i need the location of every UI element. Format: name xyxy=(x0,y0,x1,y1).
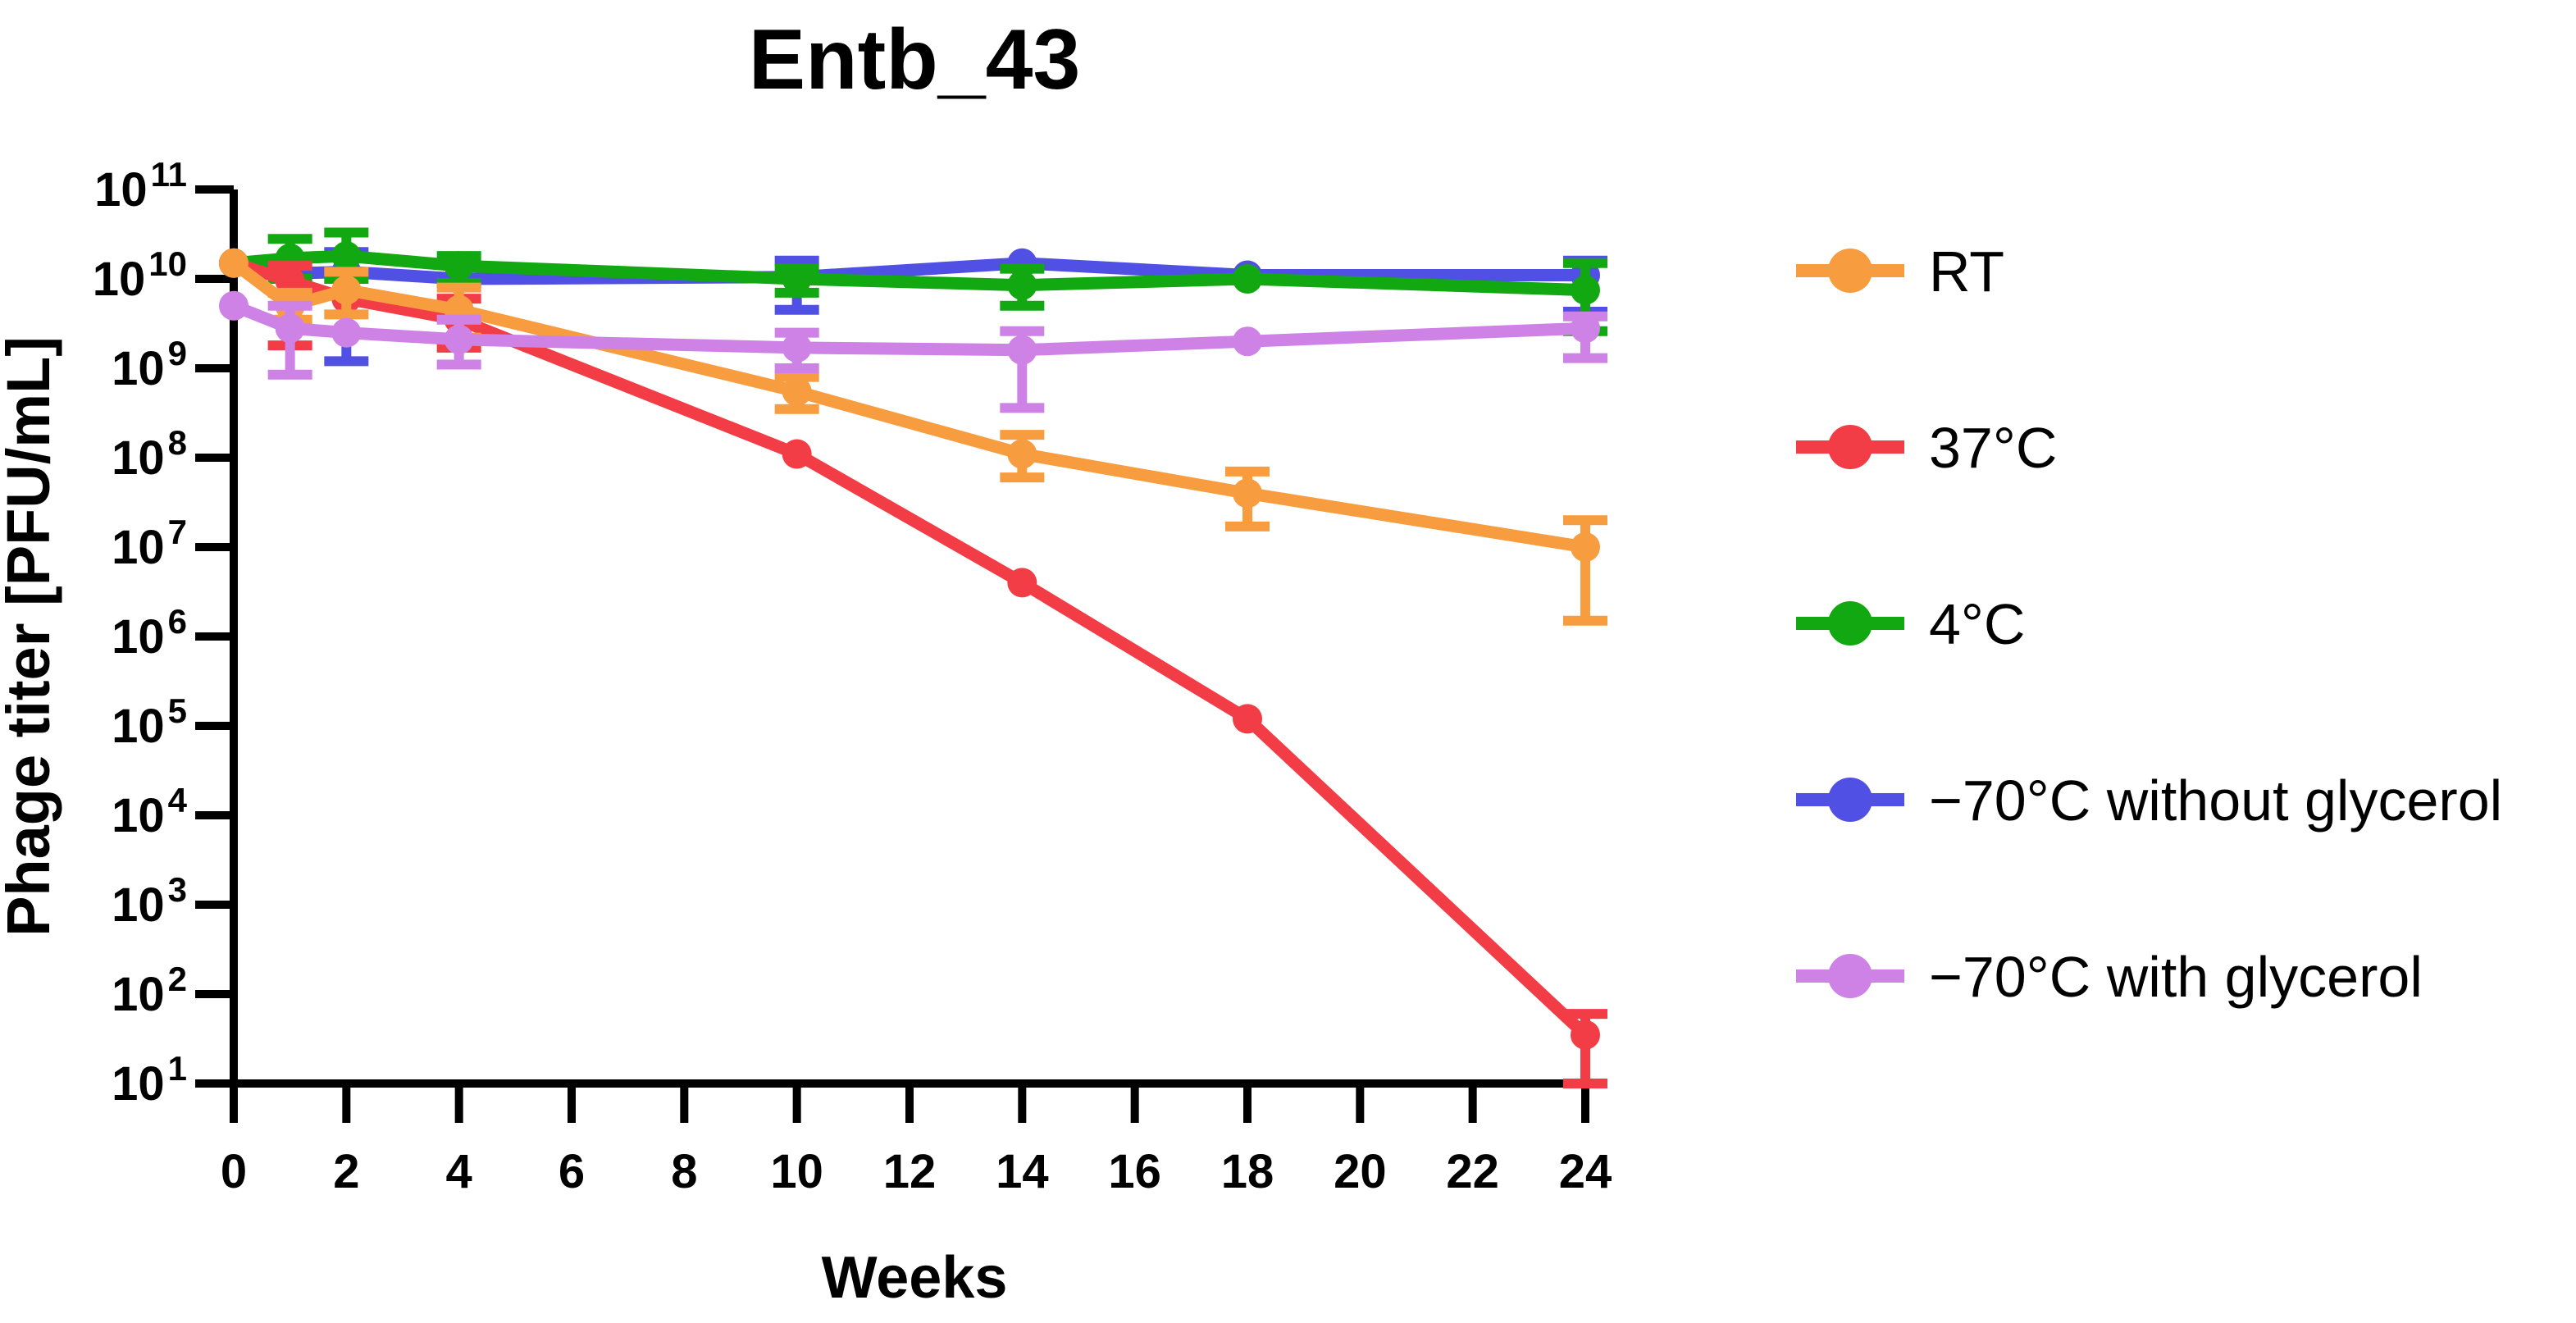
x-tick-label: 24 xyxy=(1559,1145,1612,1198)
data-point xyxy=(219,290,248,321)
legend-label: −70°C with glycerol xyxy=(1929,945,2423,1009)
legend-item: −70°C with glycerol xyxy=(1796,945,2423,1009)
legend-item: −70°C without glycerol xyxy=(1796,769,2502,833)
x-tick-label: 8 xyxy=(671,1145,697,1198)
legend-label: RT xyxy=(1929,240,2004,303)
legend-marker xyxy=(1828,425,1872,469)
y-axis-label: Phage titer [PFU/mL] xyxy=(0,336,62,937)
data-point xyxy=(1007,270,1037,300)
series-1 xyxy=(219,248,1607,626)
x-tick-label: 0 xyxy=(221,1145,247,1198)
x-tick-label: 6 xyxy=(559,1145,585,1198)
plot-area xyxy=(219,227,1607,1088)
legend-marker xyxy=(1828,778,1872,822)
x-tick-label: 12 xyxy=(883,1145,937,1198)
data-point xyxy=(1571,532,1600,562)
data-point xyxy=(782,376,812,407)
x-tick-label: 20 xyxy=(1334,1145,1387,1198)
data-point xyxy=(1571,275,1600,305)
data-point xyxy=(1233,326,1262,357)
data-point xyxy=(782,439,812,469)
data-point xyxy=(331,275,362,305)
data-point xyxy=(1571,313,1600,344)
legend-marker xyxy=(1828,601,1872,646)
legend-item: 4°C xyxy=(1796,592,2025,656)
legend: RT 37°C 4°C −70°C without glycerol −70°C wit… xyxy=(1796,240,2502,1009)
series-3 xyxy=(219,227,1607,336)
chart-title: Entb_43 xyxy=(749,12,1081,107)
y-tick-label: 107 xyxy=(112,513,187,574)
x-tick-label: 4 xyxy=(446,1145,472,1198)
legend-label: 4°C xyxy=(1929,592,2025,656)
data-point xyxy=(1233,264,1262,294)
series-5 xyxy=(219,290,1607,413)
y-tick-label: 102 xyxy=(112,960,187,1021)
data-point xyxy=(444,251,474,281)
legend-marker xyxy=(1828,954,1872,998)
legend-item: RT xyxy=(1796,240,2004,303)
series-line xyxy=(227,257,1592,1042)
legend-label: −70°C without glycerol xyxy=(1929,769,2502,833)
y-tick-label: 103 xyxy=(112,870,187,932)
legend-item: 37°C xyxy=(1796,416,2057,480)
y-tick-label: 1011 xyxy=(94,155,187,217)
y-tick-label: 106 xyxy=(112,602,187,664)
y-tick-label: 104 xyxy=(112,781,188,842)
series-line xyxy=(227,257,1592,554)
legend-marker xyxy=(1828,249,1872,293)
data-point xyxy=(1571,1020,1600,1050)
data-point xyxy=(1007,439,1037,469)
legend-label: 37°C xyxy=(1929,416,2057,480)
x-tick-label: 10 xyxy=(770,1145,823,1198)
data-point xyxy=(331,317,362,348)
data-point xyxy=(1233,478,1262,509)
data-point xyxy=(1007,568,1037,598)
x-tick-label: 22 xyxy=(1446,1145,1499,1198)
data-point xyxy=(444,324,474,354)
y-tick-label: 105 xyxy=(112,691,187,753)
series-2 xyxy=(219,248,1607,1088)
data-point xyxy=(1007,335,1037,365)
x-axis-label: Weeks xyxy=(822,1245,1008,1311)
y-tick-label: 108 xyxy=(112,423,187,485)
x-tick-label: 18 xyxy=(1221,1145,1274,1198)
data-point xyxy=(782,332,812,363)
x-tick-label: 2 xyxy=(333,1145,359,1198)
y-tick-label: 101 xyxy=(112,1049,187,1111)
data-point xyxy=(1233,704,1262,734)
x-tick-label: 16 xyxy=(1108,1145,1161,1198)
x-tick-label: 14 xyxy=(996,1145,1049,1198)
data-point xyxy=(275,313,305,344)
y-tick-label: 1010 xyxy=(93,244,187,306)
y-tick-label: 109 xyxy=(112,334,187,395)
data-point xyxy=(219,248,248,278)
data-point xyxy=(331,241,362,271)
data-point xyxy=(782,264,812,294)
